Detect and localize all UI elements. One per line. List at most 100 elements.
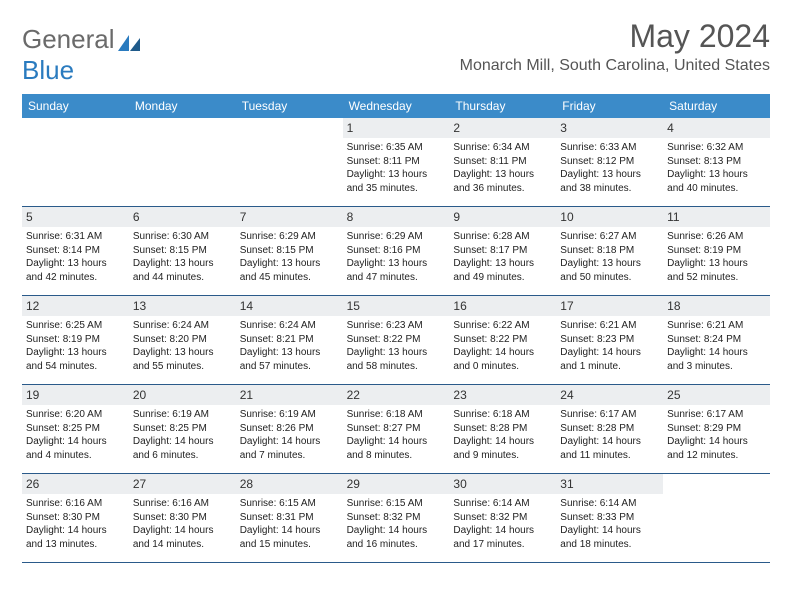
dow-cell: Thursday: [449, 94, 556, 118]
sunset-line: Sunset: 8:13 PM: [667, 155, 766, 169]
day-number: 9: [449, 207, 556, 227]
daylight-line: Daylight: 13 hours and 35 minutes.: [347, 168, 446, 195]
sunset-line: Sunset: 8:25 PM: [26, 422, 125, 436]
sunrise-line: Sunrise: 6:23 AM: [347, 319, 446, 333]
sunset-line: Sunset: 8:28 PM: [560, 422, 659, 436]
sunset-line: Sunset: 8:20 PM: [133, 333, 232, 347]
sunrise-line: Sunrise: 6:14 AM: [560, 497, 659, 511]
daylight-line: Daylight: 14 hours and 12 minutes.: [667, 435, 766, 462]
dow-cell: Friday: [556, 94, 663, 118]
daylight-line: Daylight: 13 hours and 45 minutes.: [240, 257, 339, 284]
daylight-line: Daylight: 14 hours and 13 minutes.: [26, 524, 125, 551]
day-cell: 7Sunrise: 6:29 AMSunset: 8:15 PMDaylight…: [236, 207, 343, 295]
day-cell: 4Sunrise: 6:32 AMSunset: 8:13 PMDaylight…: [663, 118, 770, 206]
logo-text-blue: Blue: [22, 55, 74, 86]
day-cell: 24Sunrise: 6:17 AMSunset: 8:28 PMDayligh…: [556, 385, 663, 473]
day-number: 24: [556, 385, 663, 405]
daylight-line: Daylight: 13 hours and 44 minutes.: [133, 257, 232, 284]
sunset-line: Sunset: 8:30 PM: [133, 511, 232, 525]
day-cell: 26Sunrise: 6:16 AMSunset: 8:30 PMDayligh…: [22, 474, 129, 562]
week-row: 12Sunrise: 6:25 AMSunset: 8:19 PMDayligh…: [22, 296, 770, 385]
sunrise-line: Sunrise: 6:33 AM: [560, 141, 659, 155]
day-cell: 21Sunrise: 6:19 AMSunset: 8:26 PMDayligh…: [236, 385, 343, 473]
sunrise-line: Sunrise: 6:24 AM: [133, 319, 232, 333]
sunrise-line: Sunrise: 6:14 AM: [453, 497, 552, 511]
logo-text-general: General: [22, 24, 115, 55]
day-number: 5: [22, 207, 129, 227]
daylight-line: Daylight: 13 hours and 47 minutes.: [347, 257, 446, 284]
day-cell: 18Sunrise: 6:21 AMSunset: 8:24 PMDayligh…: [663, 296, 770, 384]
day-number: 29: [343, 474, 450, 494]
sunrise-line: Sunrise: 6:24 AM: [240, 319, 339, 333]
daylight-line: Daylight: 14 hours and 7 minutes.: [240, 435, 339, 462]
sunset-line: Sunset: 8:18 PM: [560, 244, 659, 258]
day-number: 20: [129, 385, 236, 405]
day-cell: 16Sunrise: 6:22 AMSunset: 8:22 PMDayligh…: [449, 296, 556, 384]
day-number: 2: [449, 118, 556, 138]
daylight-line: Daylight: 13 hours and 55 minutes.: [133, 346, 232, 373]
sunrise-line: Sunrise: 6:15 AM: [240, 497, 339, 511]
sunrise-line: Sunrise: 6:21 AM: [667, 319, 766, 333]
day-cell: 8Sunrise: 6:29 AMSunset: 8:16 PMDaylight…: [343, 207, 450, 295]
sunset-line: Sunset: 8:29 PM: [667, 422, 766, 436]
day-number: 13: [129, 296, 236, 316]
sunset-line: Sunset: 8:15 PM: [133, 244, 232, 258]
dow-cell: Wednesday: [343, 94, 450, 118]
sail-icon: [118, 27, 140, 43]
sunrise-line: Sunrise: 6:16 AM: [26, 497, 125, 511]
day-number: 27: [129, 474, 236, 494]
calendar: SundayMondayTuesdayWednesdayThursdayFrid…: [22, 94, 770, 563]
day-number: 16: [449, 296, 556, 316]
sunset-line: Sunset: 8:19 PM: [26, 333, 125, 347]
week-row: ...1Sunrise: 6:35 AMSunset: 8:11 PMDayli…: [22, 118, 770, 207]
sunrise-line: Sunrise: 6:35 AM: [347, 141, 446, 155]
daylight-line: Daylight: 13 hours and 42 minutes.: [26, 257, 125, 284]
sunrise-line: Sunrise: 6:17 AM: [667, 408, 766, 422]
sunset-line: Sunset: 8:32 PM: [453, 511, 552, 525]
day-cell: .: [663, 474, 770, 562]
sunset-line: Sunset: 8:28 PM: [453, 422, 552, 436]
sunset-line: Sunset: 8:19 PM: [667, 244, 766, 258]
sunrise-line: Sunrise: 6:30 AM: [133, 230, 232, 244]
sunset-line: Sunset: 8:15 PM: [240, 244, 339, 258]
day-number: 30: [449, 474, 556, 494]
month-title: May 2024: [460, 18, 770, 55]
sunrise-line: Sunrise: 6:16 AM: [133, 497, 232, 511]
sunrise-line: Sunrise: 6:26 AM: [667, 230, 766, 244]
day-cell: 29Sunrise: 6:15 AMSunset: 8:32 PMDayligh…: [343, 474, 450, 562]
day-cell: 23Sunrise: 6:18 AMSunset: 8:28 PMDayligh…: [449, 385, 556, 473]
day-cell: .: [236, 118, 343, 206]
dow-cell: Saturday: [663, 94, 770, 118]
day-cell: 13 Sunrise: 6:24 AMSunset: 8:20 PMDayligh…: [129, 296, 236, 384]
sunrise-line: Sunrise: 6:19 AM: [133, 408, 232, 422]
daylight-line: Daylight: 13 hours and 36 minutes.: [453, 168, 552, 195]
sunrise-line: Sunrise: 6:18 AM: [347, 408, 446, 422]
day-cell: 3Sunrise: 6:33 AMSunset: 8:12 PMDaylight…: [556, 118, 663, 206]
day-number: 26: [22, 474, 129, 494]
sunset-line: Sunset: 8:12 PM: [560, 155, 659, 169]
sunrise-line: Sunrise: 6:31 AM: [26, 230, 125, 244]
sunset-line: Sunset: 8:11 PM: [347, 155, 446, 169]
daylight-line: Daylight: 13 hours and 57 minutes.: [240, 346, 339, 373]
sunrise-line: Sunrise: 6:21 AM: [560, 319, 659, 333]
day-number: 11: [663, 207, 770, 227]
logo: General: [22, 24, 140, 55]
daylight-line: Daylight: 14 hours and 14 minutes.: [133, 524, 232, 551]
sunset-line: Sunset: 8:31 PM: [240, 511, 339, 525]
sunrise-line: Sunrise: 6:27 AM: [560, 230, 659, 244]
daylight-line: Daylight: 14 hours and 1 minute.: [560, 346, 659, 373]
day-cell: 28Sunrise: 6:15 AMSunset: 8:31 PMDayligh…: [236, 474, 343, 562]
sunrise-line: Sunrise: 6:19 AM: [240, 408, 339, 422]
day-cell: 25Sunrise: 6:17 AMSunset: 8:29 PMDayligh…: [663, 385, 770, 473]
day-number: 18: [663, 296, 770, 316]
sunrise-line: Sunrise: 6:29 AM: [347, 230, 446, 244]
sunrise-line: Sunrise: 6:20 AM: [26, 408, 125, 422]
day-cell: .: [129, 118, 236, 206]
sunset-line: Sunset: 8:33 PM: [560, 511, 659, 525]
day-number: 19: [22, 385, 129, 405]
dow-cell: Monday: [129, 94, 236, 118]
sunrise-line: Sunrise: 6:17 AM: [560, 408, 659, 422]
dow-cell: Tuesday: [236, 94, 343, 118]
day-number: 3: [556, 118, 663, 138]
day-cell: 5Sunrise: 6:31 AMSunset: 8:14 PMDaylight…: [22, 207, 129, 295]
